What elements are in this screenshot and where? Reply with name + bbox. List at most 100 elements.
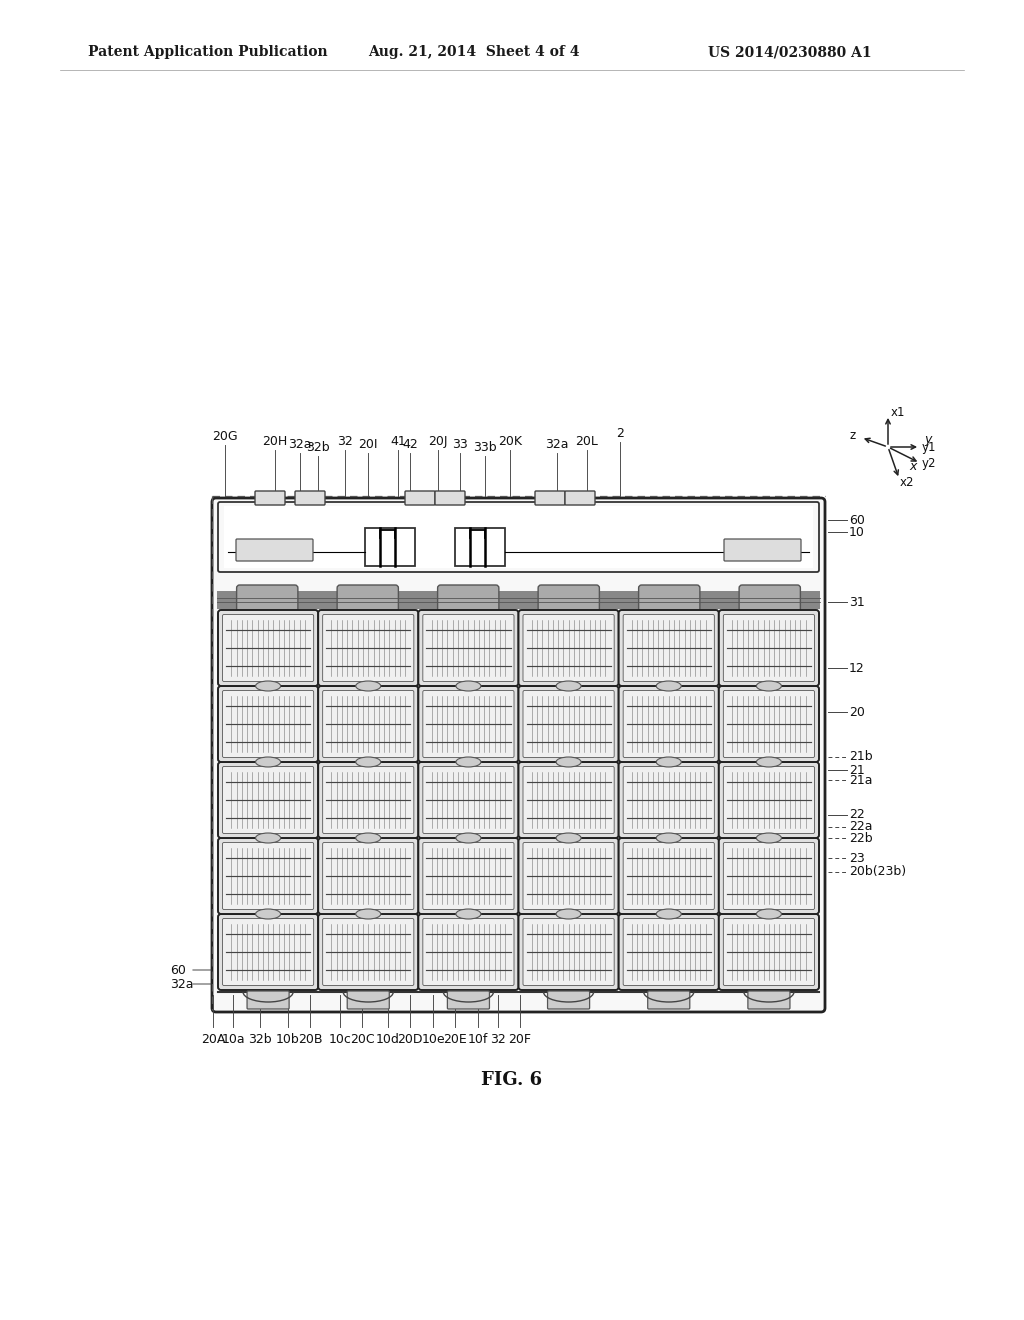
FancyBboxPatch shape xyxy=(337,585,398,615)
Ellipse shape xyxy=(355,756,381,767)
FancyBboxPatch shape xyxy=(523,842,614,909)
Text: 10f: 10f xyxy=(468,1034,488,1045)
Ellipse shape xyxy=(656,756,681,767)
FancyBboxPatch shape xyxy=(618,838,719,913)
Text: 22a: 22a xyxy=(849,821,872,833)
FancyBboxPatch shape xyxy=(318,913,419,990)
FancyBboxPatch shape xyxy=(723,615,814,681)
FancyBboxPatch shape xyxy=(518,610,618,686)
Ellipse shape xyxy=(256,756,281,767)
FancyBboxPatch shape xyxy=(222,615,313,681)
Text: 20G: 20G xyxy=(212,430,238,444)
Text: 20B: 20B xyxy=(298,1034,323,1045)
FancyBboxPatch shape xyxy=(719,686,819,762)
FancyBboxPatch shape xyxy=(423,767,514,833)
FancyBboxPatch shape xyxy=(539,585,599,615)
FancyBboxPatch shape xyxy=(518,686,618,762)
Text: 23: 23 xyxy=(849,851,864,865)
FancyBboxPatch shape xyxy=(222,842,313,909)
FancyBboxPatch shape xyxy=(618,762,719,838)
Text: 20: 20 xyxy=(849,705,865,718)
Ellipse shape xyxy=(757,909,781,919)
FancyBboxPatch shape xyxy=(565,491,595,506)
Bar xyxy=(455,528,505,566)
Text: 32a: 32a xyxy=(545,438,568,451)
FancyBboxPatch shape xyxy=(419,610,518,686)
FancyBboxPatch shape xyxy=(618,686,719,762)
Text: 10d: 10d xyxy=(376,1034,400,1045)
Text: Patent Application Publication: Patent Application Publication xyxy=(88,45,328,59)
Ellipse shape xyxy=(256,681,281,690)
Text: x2: x2 xyxy=(900,475,914,488)
Bar xyxy=(217,591,820,609)
Text: 10b: 10b xyxy=(276,1034,300,1045)
Text: 22: 22 xyxy=(849,808,864,821)
Ellipse shape xyxy=(656,833,681,843)
Text: x: x xyxy=(909,459,916,473)
FancyBboxPatch shape xyxy=(723,842,814,909)
FancyBboxPatch shape xyxy=(618,610,719,686)
Text: 32a: 32a xyxy=(288,438,311,451)
FancyBboxPatch shape xyxy=(318,686,419,762)
Ellipse shape xyxy=(656,681,681,690)
Text: 20b(23b): 20b(23b) xyxy=(849,866,906,879)
Text: z: z xyxy=(850,429,856,442)
Ellipse shape xyxy=(556,681,581,690)
Text: 12: 12 xyxy=(849,661,864,675)
FancyBboxPatch shape xyxy=(323,842,414,909)
Text: 22b: 22b xyxy=(849,832,872,845)
Ellipse shape xyxy=(355,909,381,919)
Text: 21b: 21b xyxy=(849,751,872,763)
Ellipse shape xyxy=(757,681,781,690)
FancyBboxPatch shape xyxy=(247,991,289,1008)
Text: Aug. 21, 2014  Sheet 4 of 4: Aug. 21, 2014 Sheet 4 of 4 xyxy=(368,45,580,59)
Text: 33: 33 xyxy=(453,438,468,451)
Ellipse shape xyxy=(456,909,481,919)
Bar xyxy=(224,506,813,568)
Ellipse shape xyxy=(355,681,381,690)
Text: 2: 2 xyxy=(616,426,624,440)
Ellipse shape xyxy=(256,909,281,919)
FancyBboxPatch shape xyxy=(406,491,435,506)
Text: 31: 31 xyxy=(849,595,864,609)
Ellipse shape xyxy=(456,833,481,843)
FancyBboxPatch shape xyxy=(624,919,715,986)
FancyBboxPatch shape xyxy=(624,615,715,681)
Text: US 2014/0230880 A1: US 2014/0230880 A1 xyxy=(708,45,871,59)
Text: 10a: 10a xyxy=(221,1034,245,1045)
FancyBboxPatch shape xyxy=(318,762,419,838)
FancyBboxPatch shape xyxy=(423,615,514,681)
Text: 32b: 32b xyxy=(248,1034,271,1045)
FancyBboxPatch shape xyxy=(624,690,715,758)
Text: 21a: 21a xyxy=(849,774,872,787)
FancyBboxPatch shape xyxy=(222,767,313,833)
FancyBboxPatch shape xyxy=(523,767,614,833)
Text: 32a: 32a xyxy=(170,978,194,990)
FancyBboxPatch shape xyxy=(236,539,313,561)
Text: 32: 32 xyxy=(337,436,353,447)
FancyBboxPatch shape xyxy=(719,610,819,686)
FancyBboxPatch shape xyxy=(618,913,719,990)
FancyBboxPatch shape xyxy=(548,991,590,1008)
FancyBboxPatch shape xyxy=(419,838,518,913)
FancyBboxPatch shape xyxy=(523,690,614,758)
Text: y2: y2 xyxy=(922,457,936,470)
Ellipse shape xyxy=(456,681,481,690)
Text: 20C: 20C xyxy=(349,1034,375,1045)
FancyBboxPatch shape xyxy=(724,539,801,561)
FancyBboxPatch shape xyxy=(518,762,618,838)
Text: 32b: 32b xyxy=(306,441,330,454)
FancyBboxPatch shape xyxy=(218,762,318,838)
FancyBboxPatch shape xyxy=(237,585,298,615)
Ellipse shape xyxy=(656,909,681,919)
Text: 32: 32 xyxy=(490,1034,506,1045)
FancyBboxPatch shape xyxy=(218,838,318,913)
FancyBboxPatch shape xyxy=(318,838,419,913)
Text: 20E: 20E xyxy=(443,1034,467,1045)
FancyBboxPatch shape xyxy=(523,919,614,986)
FancyBboxPatch shape xyxy=(423,690,514,758)
FancyBboxPatch shape xyxy=(723,767,814,833)
Ellipse shape xyxy=(556,756,581,767)
FancyBboxPatch shape xyxy=(648,991,690,1008)
FancyBboxPatch shape xyxy=(323,615,414,681)
